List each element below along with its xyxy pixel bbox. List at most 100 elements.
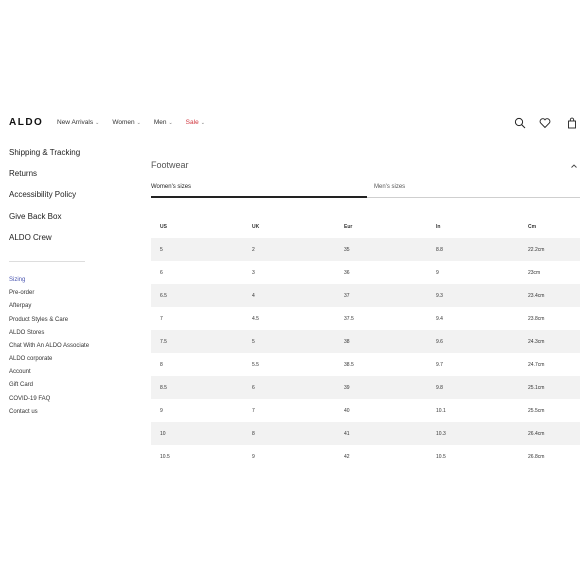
column-header: UK: [252, 224, 260, 230]
table-row: 9 7 40 10.1 25.5cm: [151, 399, 580, 422]
table-cell: 5.5: [252, 361, 259, 368]
table-row: 8 5.5 38.5 9.7 24.7cm: [151, 353, 580, 376]
sidebar-link-shipping[interactable]: Shipping & Tracking: [9, 148, 81, 157]
table-cell: 6: [243, 376, 335, 399]
table-cell: 10.5: [436, 453, 446, 460]
table-cell: 9.8: [427, 376, 519, 399]
table-cell: 9.4: [436, 315, 443, 322]
bag-icon[interactable]: [566, 116, 578, 129]
sidebar-link-pre-order[interactable]: Pre-order: [9, 290, 35, 297]
table-cell: 41: [335, 422, 427, 445]
chevron-down-icon: ⌄: [136, 119, 141, 126]
help-sidebar: Shipping & Tracking Returns Accessibilit…: [9, 148, 119, 421]
table-cell: 24.7cm: [528, 361, 545, 368]
table-cell: 37.5: [344, 315, 354, 322]
nav-label: Women: [112, 119, 135, 126]
sidebar-link-product-care[interactable]: Product Styles & Care: [9, 316, 69, 323]
table-row: 6.5 4 37 9.3 23.4cm: [151, 284, 580, 307]
nav-sale[interactable]: Sale ⌄: [186, 119, 205, 126]
table-cell: 26.8cm: [528, 453, 545, 460]
active-tab-indicator: [151, 196, 367, 198]
table-row: 10.5 9 42 10.5 26.8cm: [151, 445, 580, 468]
sidebar-divider: [9, 260, 85, 262]
table-cell: 8: [243, 422, 335, 445]
table-cell: 9: [436, 269, 439, 276]
table-cell: 8: [160, 361, 163, 368]
table-cell: 23.8cm: [528, 315, 545, 322]
table-cell: 40: [344, 407, 350, 414]
table-cell: 7: [252, 407, 255, 414]
table-cell: 6.5: [151, 284, 243, 307]
chevron-down-icon: ⌄: [95, 119, 100, 126]
sidebar-link-accessibility[interactable]: Accessibility Policy: [9, 190, 77, 200]
table-cell: 10.5: [160, 453, 170, 460]
table-cell: 9.3: [427, 284, 519, 307]
main-nav: New Arrivals ⌄ Women ⌄ Men ⌄ Sale ⌄: [57, 119, 218, 126]
nav-label: New Arrivals: [57, 119, 94, 126]
sidebar-link-contact[interactable]: Contact us: [9, 408, 38, 415]
sidebar-link-covid-faq[interactable]: COVID-19 FAQ: [9, 395, 51, 402]
table-cell: 3: [252, 269, 255, 276]
sidebar-link-chat[interactable]: Chat With An ALDO Associate: [9, 342, 90, 349]
nav-men[interactable]: Men ⌄: [154, 119, 173, 126]
column-header: Eur: [344, 224, 353, 230]
table-row: 10 8 41 10.3 26.4cm: [151, 422, 580, 445]
table-cell: 10.3: [427, 422, 519, 445]
sidebar-link-afterpay[interactable]: Afterpay: [9, 303, 32, 310]
table-row: 6 3 36 9 23cm: [151, 261, 580, 284]
column-header: Cm: [528, 224, 537, 230]
column-header: In: [436, 224, 441, 230]
table-cell: 5: [151, 238, 243, 261]
sidebar-link-returns[interactable]: Returns: [9, 169, 38, 179]
table-header-row: US UK Eur In Cm: [151, 216, 580, 238]
table-cell: 9: [160, 407, 163, 414]
footwear-accordion-header[interactable]: Footwear: [151, 160, 580, 176]
table-cell: 39: [335, 376, 427, 399]
table-cell: 8.5: [151, 376, 243, 399]
table-row: 8.5 6 39 9.8 25.1cm: [151, 376, 580, 399]
table-cell: 4: [243, 284, 335, 307]
nav-women[interactable]: Women ⌄: [112, 119, 140, 126]
table-cell: 9.7: [436, 361, 443, 368]
heart-icon[interactable]: [539, 116, 551, 129]
search-icon[interactable]: [514, 116, 526, 129]
table-cell: 35: [335, 238, 427, 261]
sidebar-link-give-back-box[interactable]: Give Back Box: [9, 211, 62, 221]
sidebar-link-sizing[interactable]: Sizing: [9, 276, 26, 283]
table-cell: 9.6: [427, 330, 519, 353]
table-cell: 4.5: [252, 315, 259, 322]
tab-mens-sizes[interactable]: Men's sizes: [374, 184, 406, 190]
sidebar-link-stores[interactable]: ALDO Stores: [9, 329, 45, 336]
chevron-down-icon: ⌄: [200, 119, 205, 126]
nav-new-arrivals[interactable]: New Arrivals ⌄: [57, 119, 99, 126]
aldo-logo[interactable]: ALDO: [9, 117, 44, 128]
table-row: 7.5 5 38 9.6 24.3cm: [151, 330, 580, 353]
sidebar-link-gift-card[interactable]: Gift Card: [9, 382, 34, 389]
header-icons: [500, 116, 580, 132]
tab-womens-sizes[interactable]: Women's sizes: [151, 184, 192, 190]
section-title: Footwear: [151, 160, 189, 170]
nav-label: Men: [153, 119, 167, 126]
table-row: 5 2 35 8.8 22.2cm: [151, 238, 580, 261]
table-cell: 26.4cm: [519, 422, 580, 445]
chevron-up-icon[interactable]: [570, 162, 578, 170]
table-cell: 6: [160, 269, 163, 276]
table-cell: 7: [160, 315, 163, 322]
table-row: 7 4.5 37.5 9.4 23.8cm: [151, 307, 580, 330]
table-cell: 10.1: [436, 407, 446, 414]
sidebar-link-aldo-crew[interactable]: ALDO Crew: [9, 232, 52, 242]
table-cell: 23cm: [528, 269, 541, 276]
table-cell: 2: [243, 238, 335, 261]
table-cell: 38.5: [344, 361, 354, 368]
table-cell: 22.2cm: [519, 238, 580, 261]
table-cell: 25.1cm: [519, 376, 580, 399]
table-cell: 25.5cm: [528, 407, 545, 414]
table-cell: 8.8: [427, 238, 519, 261]
table-cell: 24.3cm: [519, 330, 580, 353]
column-header: US: [160, 224, 167, 230]
sidebar-link-corporate[interactable]: ALDO corporate: [9, 356, 53, 363]
sidebar-link-account[interactable]: Account: [9, 369, 31, 376]
table-cell: 10: [151, 422, 243, 445]
table-cell: 23.4cm: [519, 284, 580, 307]
site-header: ALDO New Arrivals ⌄ Women ⌄ Men ⌄ Sale ⌄: [0, 112, 580, 136]
